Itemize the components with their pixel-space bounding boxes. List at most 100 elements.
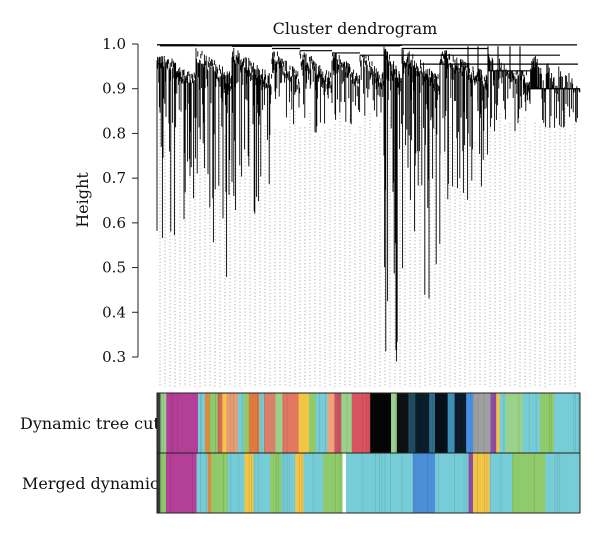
module-stripe: [298, 453, 300, 513]
module-stripe: [402, 393, 404, 453]
module-stripe: [390, 453, 391, 513]
module-stripe: [284, 453, 286, 513]
module-stripe: [557, 453, 558, 513]
module-color-segment: [166, 393, 199, 453]
module-stripe: [484, 453, 485, 513]
module-stripe: [283, 393, 284, 453]
module-color-segment: [429, 393, 436, 453]
module-color-segment: [222, 393, 227, 453]
module-color-segment: [160, 453, 167, 513]
module-stripe: [573, 393, 575, 453]
module-color-segment: [545, 453, 581, 513]
module-color-segment: [157, 453, 161, 513]
module-stripe: [431, 393, 433, 453]
module-stripe: [172, 393, 173, 453]
module-stripe: [384, 393, 385, 453]
module-stripe: [362, 453, 364, 513]
module-color-segment: [165, 453, 197, 513]
module-stripe: [319, 393, 320, 453]
module-stripe: [200, 393, 202, 453]
y-tick-label: 0.5: [102, 259, 126, 277]
module-color-segment: [204, 393, 210, 453]
module-stripe: [441, 393, 443, 453]
module-color-segment: [211, 453, 229, 513]
module-stripe: [163, 393, 164, 453]
module-color-segment: [512, 453, 546, 513]
module-color-segment: [327, 393, 335, 453]
row-label-dynamic-tree-cut: Dynamic tree cut: [20, 414, 160, 433]
module-color-segment: [275, 393, 283, 453]
module-color-segment: [345, 453, 414, 513]
module-color-segment: [248, 393, 260, 453]
module-stripe: [533, 453, 535, 513]
module-stripe: [559, 453, 561, 513]
module-stripe: [200, 393, 201, 453]
module-stripe: [528, 393, 530, 453]
module-color-segment: [227, 453, 245, 513]
module-color-segment: [157, 393, 161, 453]
module-stripe: [375, 453, 376, 513]
module-color-segment: [259, 393, 265, 453]
module-stripe: [575, 393, 576, 453]
module-color-segment: [207, 453, 212, 513]
module-stripe: [257, 453, 259, 513]
module-color-segment: [217, 393, 223, 453]
module-stripe: [381, 453, 383, 513]
module-color-rows: [156, 392, 581, 514]
module-stripe: [470, 393, 472, 453]
module-color-segment: [554, 393, 581, 453]
module-color-segment: [226, 393, 239, 453]
module-stripe: [339, 453, 341, 513]
module-color-segment: [412, 453, 436, 513]
module-stripe: [535, 393, 537, 453]
module-stripe: [399, 393, 401, 453]
y-axis-label: Height: [73, 172, 92, 228]
module-color-segment: [351, 393, 371, 453]
module-color-segment: [370, 393, 392, 453]
module-stripe: [554, 453, 556, 513]
module-stripe: [157, 453, 159, 513]
module-color-segment: [209, 393, 219, 453]
module-color-segment: [454, 393, 467, 453]
module-color-segment: [253, 453, 271, 513]
module-color-segment: [196, 453, 209, 513]
module-stripe: [473, 393, 475, 453]
module-color-segment: [499, 393, 506, 453]
module-stripe: [469, 453, 471, 513]
module-color-segment: [435, 453, 469, 513]
module-stripe: [242, 393, 244, 453]
module-stripe: [177, 393, 178, 453]
module-stripe: [455, 393, 457, 453]
module-stripe: [486, 453, 488, 513]
module-stripe: [257, 393, 258, 453]
chart-title: Cluster dendrogram: [273, 19, 438, 38]
module-color-segment: [281, 453, 296, 513]
module-stripe: [384, 453, 386, 513]
module-color-segment: [415, 393, 430, 453]
module-color-segment: [391, 393, 398, 453]
y-tick-label: 0.6: [102, 214, 126, 232]
module-stripe: [275, 453, 277, 513]
module-color-segment: [303, 453, 324, 513]
y-axis: 1.0 0.9 0.8 0.7 0.6 0.5 0.4 0.3: [102, 35, 139, 366]
module-color-segment: [473, 453, 491, 513]
module-color-segment: [295, 453, 304, 513]
module-color-segment: [505, 393, 524, 453]
module-stripe: [549, 393, 550, 453]
module-color-segment: [408, 393, 416, 453]
color-row-border: [156, 452, 581, 514]
module-stripe: [277, 453, 279, 513]
module-stripe: [286, 453, 288, 513]
module-stripe: [419, 393, 421, 453]
module-stripe: [248, 453, 250, 513]
module-stripe: [550, 393, 552, 453]
module-color-segment: [298, 393, 310, 453]
module-color-segment: [334, 393, 342, 453]
module-color-segment: [496, 393, 501, 453]
module-stripe: [477, 393, 479, 453]
module-stripe: [230, 453, 232, 513]
module-stripe: [170, 393, 172, 453]
module-stripe: [161, 393, 163, 453]
module-color-segment: [270, 453, 282, 513]
